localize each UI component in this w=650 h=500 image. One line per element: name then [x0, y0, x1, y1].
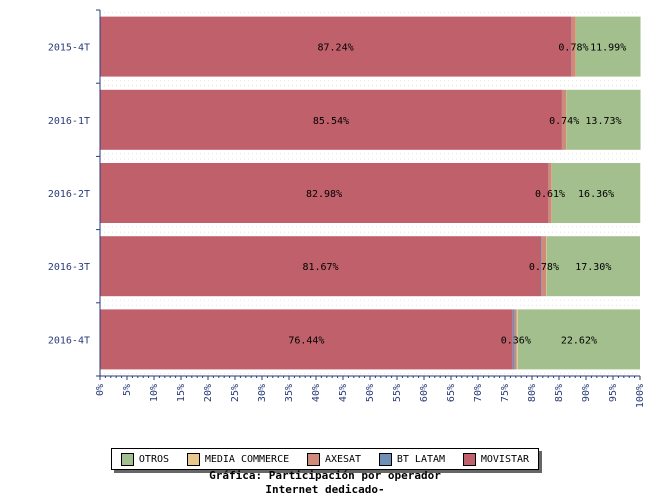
data-label: 76.44% [288, 335, 324, 346]
legend-swatch-bt-latam [378, 452, 392, 466]
data-label: 22.62% [561, 335, 597, 346]
x-tick-label: 100% [635, 384, 646, 408]
bar-media-commerce [546, 236, 547, 297]
x-tick-label: 55% [392, 384, 403, 402]
bar-bt-latam [512, 309, 515, 370]
legend-item-bt-latam: BT LATAM [378, 452, 446, 466]
category-label: 2016-2T [48, 189, 90, 200]
bar-otros [566, 89, 641, 150]
legend-item-movistar: MOVISTAR [462, 452, 530, 466]
category-label: 2015-4T [48, 43, 90, 54]
x-tick-label: 65% [446, 384, 457, 402]
bar-bt-latam [561, 89, 563, 150]
data-label: 13.73% [585, 116, 621, 127]
data-label: 11.99% [590, 43, 626, 54]
x-tick-label: 90% [581, 384, 592, 402]
x-tick-label: 35% [284, 384, 295, 402]
bar-otros [551, 163, 641, 223]
x-tick-label: 70% [473, 384, 484, 402]
bar-otros [517, 309, 640, 370]
x-tick-label: 95% [608, 384, 619, 402]
bar-otros [575, 16, 641, 77]
x-tick-label: 10% [149, 384, 160, 402]
legend-item-otros: OTROS [120, 452, 170, 466]
legend-label-axesat: AXESAT [324, 453, 362, 465]
bar-bt-latam [548, 163, 549, 223]
x-tick-label: 40% [311, 384, 322, 402]
x-tick-label: 45% [338, 384, 349, 402]
x-tick-label: 25% [230, 384, 241, 402]
x-tick-label: 85% [554, 384, 565, 402]
x-tick-label: 60% [419, 384, 430, 402]
chart-legend: OTROS MEDIA COMMERCE AXESAT BT LATAM MOV… [111, 448, 539, 470]
bar-movistar [100, 163, 549, 223]
data-label: 16.36% [578, 189, 614, 200]
legend-label-movistar: MOVISTAR [480, 453, 530, 465]
category-label: 2016-4T [48, 335, 90, 346]
bar-axesat [571, 16, 576, 77]
data-label: 0.36% [501, 335, 531, 346]
data-label: 81.67% [302, 262, 338, 273]
category-label: 2016-1T [48, 116, 90, 127]
bar-movistar [100, 16, 572, 77]
legend-item-axesat: AXESAT [306, 452, 362, 466]
x-tick-label: 15% [176, 384, 187, 402]
bar-axesat [514, 309, 517, 370]
x-tick-label: 50% [365, 384, 376, 402]
bar-axesat [562, 89, 567, 150]
category-label: 2016-3T [48, 262, 90, 273]
chart-subtitle: Internet dedicado- [265, 483, 385, 496]
bar-axesat [541, 236, 547, 297]
legend-label-otros: OTROS [138, 453, 170, 465]
x-tick-label: 75% [500, 384, 511, 402]
legend-swatch-movistar [462, 452, 476, 466]
bar-axesat [548, 163, 552, 223]
bar-movistar [100, 236, 542, 297]
bar-media-commerce [516, 309, 518, 370]
legend-swatch-otros [120, 452, 134, 466]
data-label: 0.78% [529, 262, 559, 273]
bar-media-commerce [551, 163, 553, 223]
legend-swatch-axesat [306, 452, 320, 466]
data-label: 0.61% [535, 189, 565, 200]
bar-bt-latam [541, 236, 542, 297]
data-label: 0.74% [549, 116, 579, 127]
bar-movistar [100, 309, 513, 370]
data-label: 87.24% [317, 43, 353, 54]
chart-title: Gráfica: Participación por operador [209, 469, 441, 482]
x-tick-label: 20% [203, 384, 214, 402]
legend-item-media-commerce: MEDIA COMMERCE [186, 452, 290, 466]
bar-otros [546, 236, 640, 297]
bar-movistar [100, 89, 562, 150]
x-tick-label: 30% [257, 384, 268, 402]
x-tick-label: 80% [527, 384, 538, 402]
legend-label-media-commerce: MEDIA COMMERCE [204, 453, 290, 465]
x-tick-label: 0% [95, 384, 106, 396]
legend-swatch-media-commerce [186, 452, 200, 466]
bar-bt-latam [571, 16, 572, 77]
data-label: 85.54% [313, 116, 349, 127]
legend-label-bt-latam: BT LATAM [396, 453, 446, 465]
x-tick-label: 5% [122, 384, 133, 396]
data-label: 0.78% [558, 43, 588, 54]
data-label: 82.98% [306, 189, 342, 200]
data-label: 17.30% [575, 262, 611, 273]
